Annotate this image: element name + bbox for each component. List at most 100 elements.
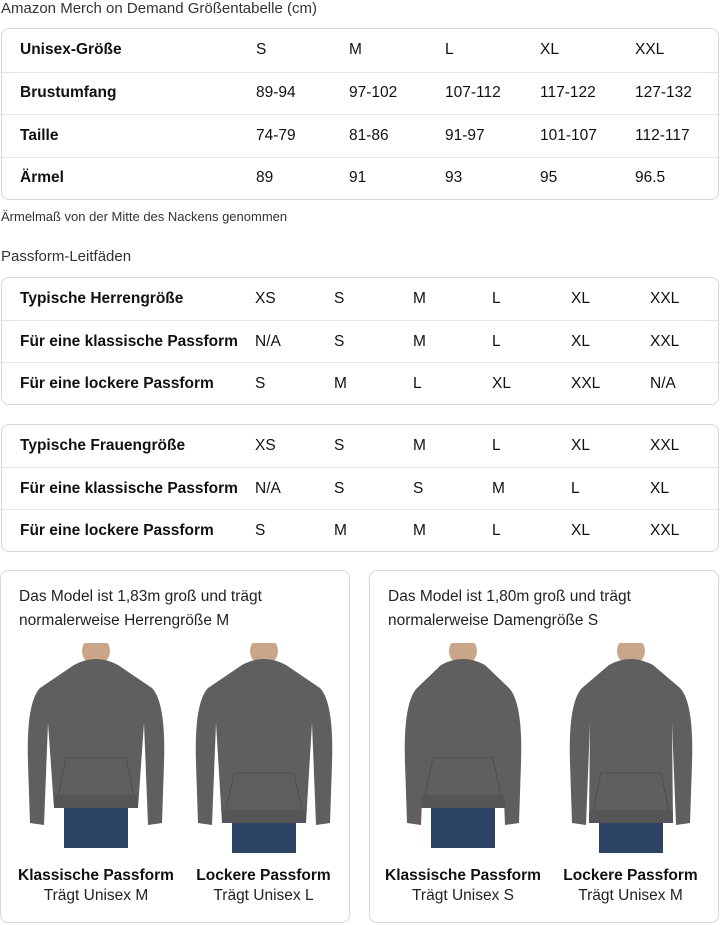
table-cell: 81-86 <box>349 126 389 144</box>
women-loose-figure: Lockere Passform Trägt Unisex M <box>548 643 713 905</box>
table-cell: M <box>413 437 426 454</box>
table-cell: XXL <box>650 332 680 350</box>
head <box>449 643 477 665</box>
table-cell: 89 <box>256 169 274 187</box>
table-cell: S <box>334 332 345 350</box>
caption-line: Das Model ist 1,83m groß und trägt <box>19 588 262 605</box>
table-cell: M <box>413 332 426 350</box>
figure-subtitle: Trägt Unisex M <box>43 887 149 904</box>
table-cell: 91 <box>349 169 367 187</box>
table-cell: 127-132 <box>635 84 692 102</box>
men-loose-figure: Lockere Passform Trägt Unisex L <box>181 643 346 905</box>
table-row: Taille 74-79 81-86 91-97 101-107 112-117 <box>2 114 718 157</box>
hem-band <box>421 796 505 808</box>
figure-subtitle: Trägt Unisex S <box>412 887 514 904</box>
table-cell: XXL <box>635 41 665 59</box>
table-cell: L <box>445 41 454 59</box>
table-cell: L <box>492 521 501 539</box>
table-cell: S <box>256 41 267 59</box>
table-cell: XXL <box>650 437 680 454</box>
hem-band <box>54 796 138 808</box>
caption-line: normalerweise Herrengröße M <box>19 612 230 629</box>
women-model-caption: Das Model ist 1,80m groß und trägt normal… <box>388 585 631 633</box>
table-cell: XL <box>540 41 559 59</box>
row-label: Typische Herrengröße <box>20 290 184 307</box>
figure-title: Lockere Passform <box>563 867 698 884</box>
table-row: Für eine lockere Passform S M L XL XXL N/A <box>2 362 718 404</box>
row-label: Für eine klassische Passform <box>20 332 238 350</box>
hoodie-body <box>569 659 692 825</box>
table-cell: XXL <box>650 290 680 307</box>
caption-line: normalerweise Damengröße S <box>388 612 599 629</box>
men-model-card: Das Model ist 1,83m groß und trägt normal… <box>0 570 350 923</box>
table-cell: S <box>255 374 266 392</box>
table-cell: 74-79 <box>256 126 296 144</box>
table-row: Brustumfang 89-94 97-102 107-112 117-122 127-… <box>2 71 718 115</box>
figure-subtitle: Trägt Unisex M <box>578 887 683 904</box>
table-cell: XL <box>571 521 590 539</box>
row-label: Typische Frauengröße <box>20 437 186 454</box>
table-cell: XL <box>571 437 590 454</box>
jeans <box>64 803 128 848</box>
table-cell: XS <box>255 437 276 454</box>
table-cell: XXL <box>571 374 601 392</box>
figure-subtitle: Trägt Unisex L <box>213 887 314 904</box>
table-row: Für eine klassische Passform N/A S S M L XL <box>2 467 718 509</box>
table-cell: M <box>492 479 505 497</box>
table-cell: S <box>413 479 424 497</box>
table-cell: L <box>492 290 501 307</box>
jeans <box>431 803 495 848</box>
figure-title: Lockere Passform <box>196 867 331 884</box>
table-row: Typische Herrengröße XS S M L XL XXL <box>2 278 718 320</box>
caption-line: Das Model ist 1,80m groß und trägt <box>388 588 631 605</box>
table-cell: M <box>334 521 347 539</box>
table-cell: S <box>255 521 266 539</box>
table-cell: M <box>349 41 362 59</box>
table-cell: L <box>571 479 580 497</box>
table-cell: N/A <box>650 374 676 392</box>
size-chart-table: Unisex-Größe S M L XL XXL Brustumfang 89-94 97-1… <box>1 28 719 200</box>
table-cell: 95 <box>540 169 558 187</box>
head <box>616 643 645 665</box>
men-model-caption: Das Model ist 1,83m groß und trägt normal… <box>19 585 262 633</box>
table-cell: 112-117 <box>635 126 690 144</box>
table-cell: XL <box>492 374 511 392</box>
jeans <box>598 818 663 853</box>
table-row: Unisex-Größe S M L XL XXL <box>2 29 718 72</box>
table-cell: S <box>334 290 345 307</box>
row-label: Unisex-Größe <box>20 41 122 59</box>
table-cell: L <box>413 374 422 392</box>
hoodie-body <box>404 659 522 825</box>
hoodie-image <box>27 643 165 848</box>
table-cell: S <box>334 479 345 497</box>
row-label: Brustumfang <box>20 84 117 102</box>
table-cell: 91-97 <box>445 126 485 144</box>
size-chart-title: Amazon Merch on Demand Größentabelle (cm… <box>1 0 317 17</box>
row-label: Ärmel <box>20 169 64 187</box>
table-cell: M <box>413 290 426 307</box>
sleeve-note: Ärmelmaß von der Mitte des Nackens genom… <box>1 209 288 224</box>
hoodie-body <box>27 659 165 825</box>
table-cell: M <box>334 374 347 392</box>
women-model-card: Das Model ist 1,80m groß und trägt normal… <box>369 570 719 923</box>
men-fit-table: Typische Herrengröße XS S M L XL XXL Für eine k… <box>1 277 719 405</box>
table-cell: L <box>492 332 501 350</box>
row-label: Für eine klassische Passform <box>20 479 238 497</box>
hem-band <box>221 811 306 823</box>
table-row: Für eine klassische Passform N/A S M L XL XXL <box>2 320 718 362</box>
hoodie-image <box>404 643 522 848</box>
table-cell: XL <box>571 290 590 307</box>
head <box>82 643 110 665</box>
table-cell: L <box>492 437 501 454</box>
table-cell: XL <box>571 332 590 350</box>
row-label: Taille <box>20 126 59 144</box>
table-row: Ärmel 89 91 93 95 96.5 <box>2 156 718 200</box>
women-classic-figure: Klassische Passform Trägt Unisex S <box>378 643 548 905</box>
table-cell: 93 <box>445 169 463 187</box>
women-fit-table: Typische Frauengröße XS S M L XL XXL Für eine k… <box>1 424 719 552</box>
table-cell: M <box>413 521 426 539</box>
table-cell: 101-107 <box>540 126 597 144</box>
table-row: Typische Frauengröße XS S M L XL XXL <box>2 425 718 467</box>
table-cell: N/A <box>255 479 281 497</box>
table-cell: 96.5 <box>635 169 666 187</box>
